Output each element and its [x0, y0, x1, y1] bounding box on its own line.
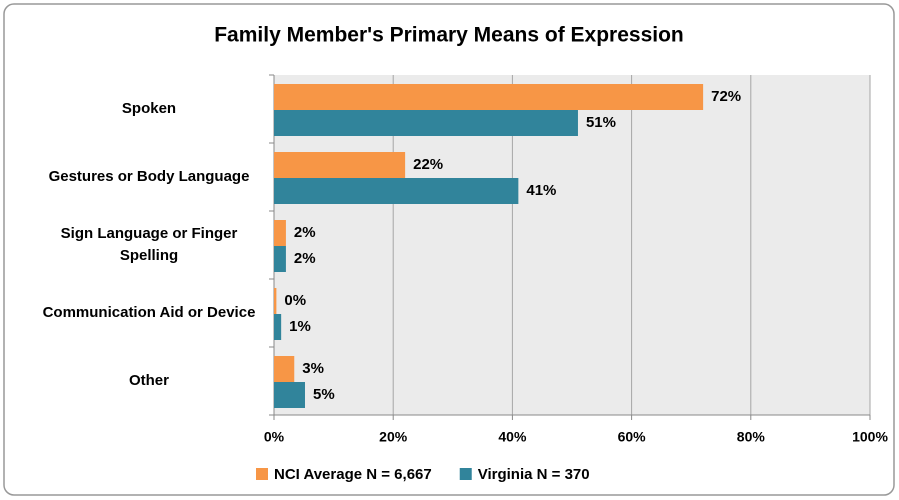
data-label: 0% [284, 292, 306, 309]
data-label: 3% [302, 360, 324, 377]
bar [274, 246, 286, 272]
data-label: 2% [294, 250, 316, 267]
data-label: 5% [313, 386, 335, 403]
bar [274, 288, 277, 314]
legend-label: Virginia N = 370 [478, 466, 590, 483]
chart-title: Family Member's Primary Means of Express… [214, 24, 684, 47]
data-label: 1% [289, 318, 311, 335]
bar [274, 314, 282, 340]
bar [274, 84, 704, 110]
x-tick-label: 40% [498, 429, 527, 445]
bar [274, 152, 406, 178]
data-label: 2% [294, 224, 316, 241]
legend-swatch [256, 468, 268, 480]
data-label: 72% [711, 88, 741, 105]
x-tick-label: 0% [264, 429, 285, 445]
bar [274, 356, 295, 382]
data-label: 41% [526, 182, 556, 199]
y-tick-label: Communication Aid or Device [42, 304, 256, 321]
y-tick-label: Sign Language or Finger Spelling [60, 225, 238, 264]
data-label: 51% [586, 114, 616, 131]
y-tick-label: Spoken [121, 100, 177, 117]
legend-swatch [459, 468, 472, 480]
x-tick-label: 60% [618, 429, 647, 445]
bar [274, 220, 286, 246]
bar [274, 178, 519, 204]
y-tick-label: Other [128, 372, 169, 389]
x-tick-label: 80% [737, 429, 766, 445]
x-tick-label: 20% [379, 429, 408, 445]
bar [274, 110, 578, 136]
x-tick-label: 100% [852, 429, 888, 445]
y-tick-label: Gestures or Body Language [48, 168, 250, 185]
bar [274, 382, 305, 408]
data-label: 22% [413, 156, 443, 173]
legend-label: NCI Average N = 6,667 [274, 466, 432, 483]
